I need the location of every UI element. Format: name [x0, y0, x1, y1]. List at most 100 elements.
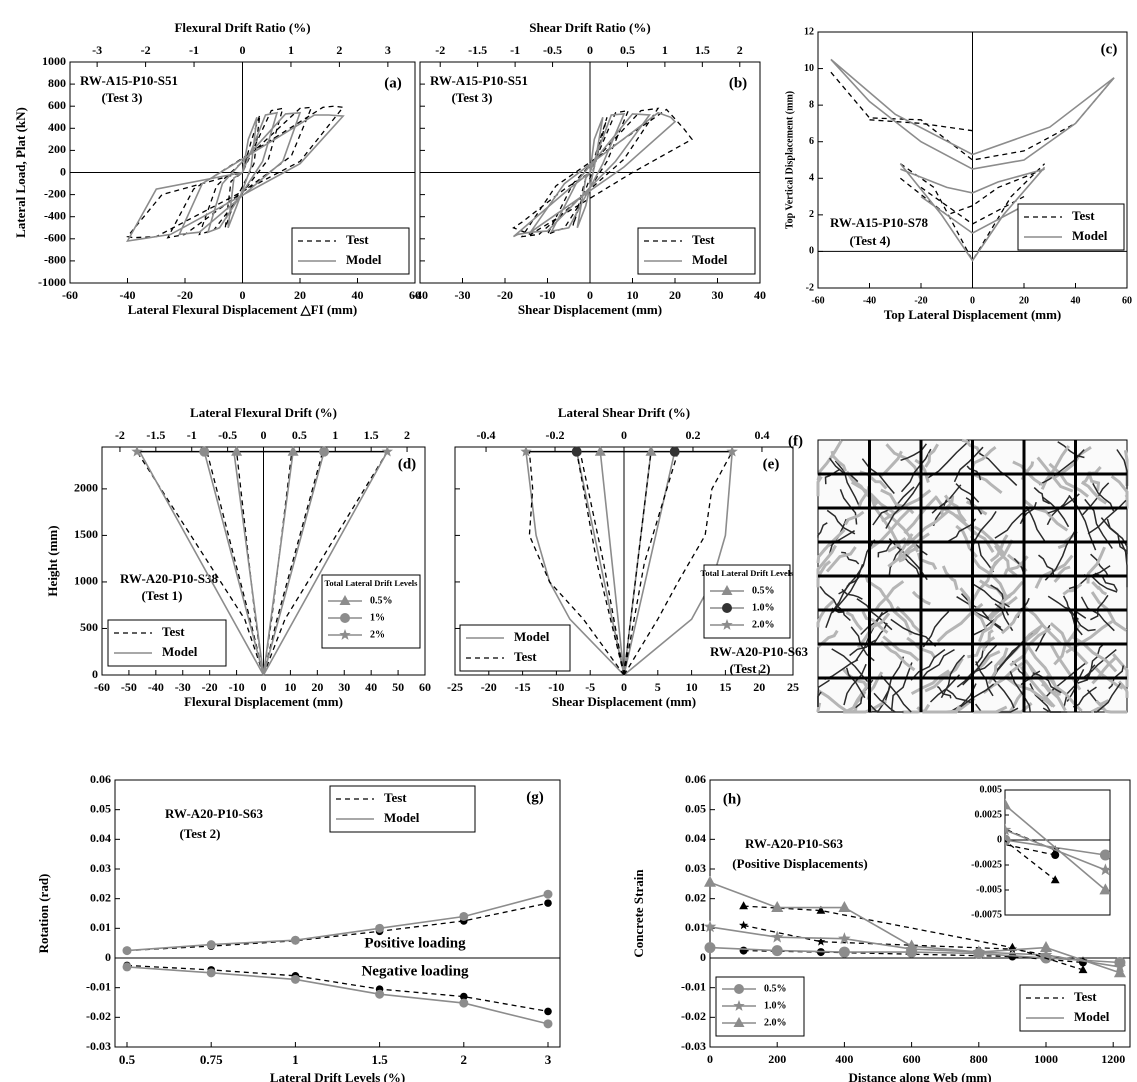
crack — [1042, 707, 1068, 713]
crack — [910, 669, 950, 696]
x-axis-title: Flexural Displacement (mm) — [184, 694, 343, 709]
crack — [890, 662, 913, 711]
x-tick-label: 1200 — [1101, 1052, 1125, 1066]
x-tick-label: -60 — [811, 295, 824, 306]
x-tick-label: 15 — [719, 680, 731, 694]
panel-label: (e) — [763, 456, 780, 472]
marker — [838, 901, 851, 912]
marker — [739, 946, 748, 955]
x2-tick-label: 1.5 — [695, 43, 710, 57]
inset-y-tick-label: -0.0075 — [971, 909, 1002, 920]
marker — [290, 935, 300, 945]
legend-label: 1% — [370, 612, 385, 623]
crack — [816, 528, 846, 564]
x2-tick-label: 3 — [385, 43, 391, 57]
legend-label: Test — [384, 790, 407, 805]
x2-tick-label: -3 — [92, 43, 102, 57]
y-tick-label: 0.02 — [685, 890, 706, 904]
x-tick-label: 0 — [261, 680, 267, 694]
crack — [978, 611, 1004, 643]
panel-subtitle: (Test 3) — [101, 90, 142, 105]
legend-box — [1017, 203, 1125, 251]
crack — [879, 640, 916, 672]
crack — [1034, 554, 1074, 589]
crack — [1100, 517, 1128, 555]
legend-label: 2.0% — [752, 619, 775, 630]
crack — [902, 703, 931, 714]
panel-subtitle: (Positive Displacements) — [732, 856, 867, 871]
crack — [857, 612, 891, 649]
marker — [1099, 883, 1110, 895]
y-axis-title: Lateral Load, Plat (kN) — [13, 107, 28, 238]
crack — [1041, 496, 1070, 528]
panel-title: RW-A20-P10-S63 — [165, 806, 263, 821]
y-axis-title: Concrete Strain — [631, 869, 646, 958]
marker — [543, 1019, 553, 1029]
legend-box — [637, 227, 756, 275]
x-tick-label: 40 — [352, 288, 364, 302]
x2-tick-label: 1 — [332, 428, 338, 442]
marker — [771, 901, 784, 912]
x2-tick-label: -1 — [189, 43, 199, 57]
crack — [856, 598, 893, 631]
legend-title: Total Lateral Drift Levels — [701, 568, 795, 578]
x2-tick-label: -2 — [115, 428, 125, 442]
x-tick-label: 25 — [787, 680, 799, 694]
crack — [1090, 594, 1109, 621]
x-axis-title: Distance along Web (mm) — [848, 1070, 991, 1082]
x2-axis-title: Lateral Flexural Drift (%) — [190, 405, 337, 420]
marker — [1099, 863, 1110, 876]
y-tick-label: 400 — [48, 120, 66, 134]
marker — [231, 445, 243, 456]
y-tick-label: 1000 — [42, 54, 66, 68]
x2-tick-label: 0 — [587, 43, 593, 57]
inset-y-tick-label: 0.005 — [980, 784, 1003, 795]
y-tick-label: 0.05 — [685, 801, 706, 815]
x-tick-label: -20 — [202, 680, 218, 694]
y-tick-label: -0.01 — [86, 979, 111, 993]
crack — [1057, 441, 1085, 459]
marker — [544, 1007, 552, 1016]
y-tick-label: 0.04 — [90, 831, 111, 845]
crack — [989, 534, 1009, 563]
marker — [669, 446, 680, 457]
legend-label: 0.5% — [370, 595, 393, 606]
marker — [645, 445, 657, 456]
x-tick-label: -5 — [585, 680, 595, 694]
crack — [825, 546, 857, 573]
x2-tick-label: 0.2 — [685, 428, 700, 442]
crack — [914, 458, 930, 483]
legend-label: Test — [162, 624, 185, 639]
y-tick-label: 0.01 — [90, 920, 111, 934]
marker — [375, 923, 385, 933]
x-tick-label: 0 — [970, 295, 975, 306]
marker — [1005, 823, 1012, 836]
crack — [817, 691, 822, 707]
crack — [1027, 645, 1060, 696]
marker — [770, 930, 784, 943]
marker — [722, 603, 732, 613]
marker — [1050, 875, 1060, 884]
inset-y-tick-label: -0.005 — [976, 884, 1002, 895]
crack — [910, 648, 946, 681]
crack — [816, 475, 823, 497]
x2-tick-label: -2 — [141, 43, 151, 57]
legend-label: Model — [162, 644, 198, 659]
x2-tick-label: 0.5 — [620, 43, 635, 57]
x2-tick-label: -0.5 — [218, 428, 237, 442]
panel-title: RW-A15-P10-S51 — [430, 73, 528, 88]
y-axis-title: Height (mm) — [45, 525, 60, 596]
x2-tick-label: -0.4 — [477, 428, 496, 442]
marker — [571, 446, 582, 457]
y-tick-label: 12 — [804, 26, 814, 37]
crack — [1090, 553, 1109, 577]
crack — [943, 494, 967, 523]
crack — [994, 544, 1019, 578]
inset-y-tick-label: 0 — [997, 834, 1002, 845]
crack — [1019, 665, 1056, 708]
x-tick-label: -40 — [412, 288, 428, 302]
marker — [734, 984, 744, 994]
crack — [841, 588, 863, 600]
x-tick-label: 200 — [768, 1052, 786, 1066]
